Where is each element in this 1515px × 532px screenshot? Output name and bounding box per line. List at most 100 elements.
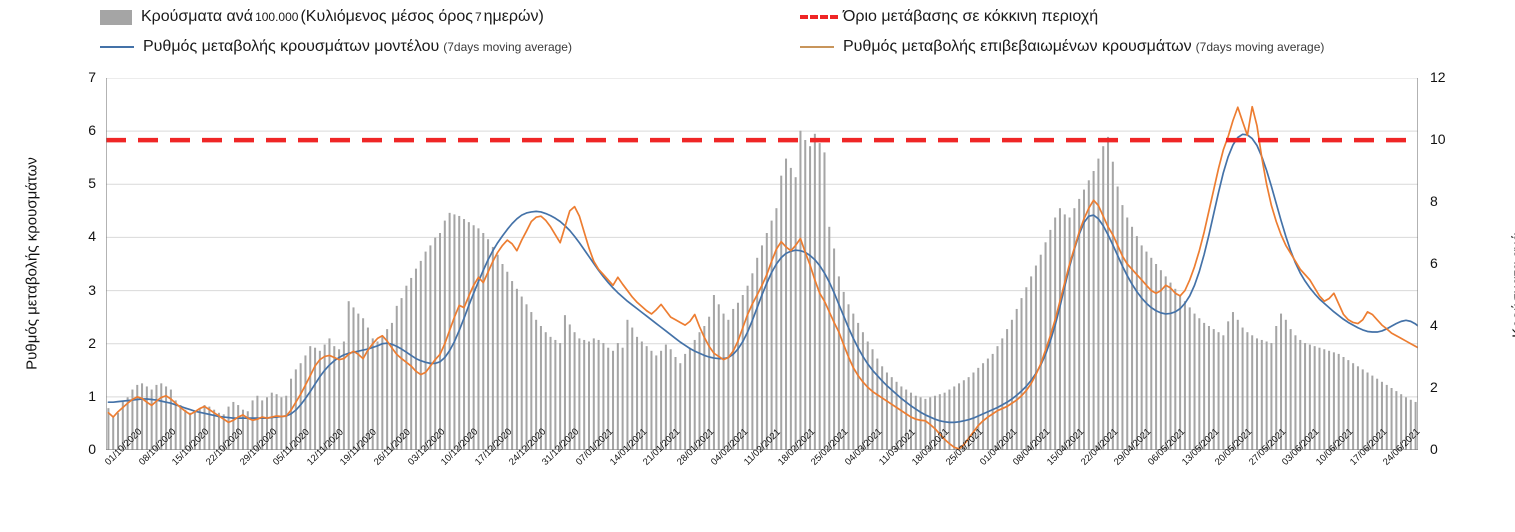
bar — [982, 363, 985, 450]
dashed-line-swatch-icon — [800, 15, 838, 19]
bar — [318, 350, 321, 450]
bar — [1275, 326, 1278, 450]
bar — [1183, 301, 1186, 450]
line-swatch-model-icon — [100, 46, 134, 48]
bar — [107, 408, 110, 450]
bar — [1092, 171, 1095, 450]
bar — [1159, 270, 1162, 450]
bar — [991, 353, 994, 450]
bar — [1356, 366, 1359, 450]
bar — [309, 346, 312, 450]
bar — [1280, 313, 1283, 450]
bar — [362, 318, 365, 450]
bar — [174, 400, 177, 450]
bar — [453, 214, 456, 450]
bar — [785, 158, 788, 450]
bar — [1304, 343, 1307, 450]
bar — [1313, 346, 1316, 450]
bar — [655, 355, 658, 450]
bar — [809, 146, 812, 450]
bar — [914, 395, 917, 450]
bar — [1145, 251, 1148, 450]
bar — [1015, 308, 1018, 450]
bar — [1260, 339, 1263, 450]
legend-sublabel-model: (7days moving average) — [443, 40, 572, 54]
bar — [1251, 335, 1254, 450]
bar — [1207, 326, 1210, 450]
legend-label-cases-main: Κρούσματα ανά — [141, 8, 254, 25]
y-tick-right: 6 — [1430, 255, 1438, 271]
bar — [261, 400, 264, 450]
plot-area — [106, 78, 1418, 450]
bar — [1198, 318, 1201, 450]
y-tick-left: 0 — [88, 441, 96, 457]
bar — [559, 343, 562, 450]
bar — [986, 358, 989, 450]
bar — [482, 233, 485, 450]
bar — [232, 401, 235, 450]
bar — [520, 296, 523, 450]
y-tick-right: 2 — [1430, 379, 1438, 395]
legend-item-cases-bars[interactable]: Κρούσματα ανά 100.000 (Κυλιόμενος μέσος … — [100, 8, 544, 26]
bar — [265, 397, 269, 450]
bar — [794, 177, 797, 450]
bar — [251, 400, 254, 450]
bar — [703, 326, 706, 450]
bar — [429, 245, 432, 450]
bar — [1265, 341, 1268, 450]
bar — [515, 288, 518, 450]
bar — [842, 291, 845, 450]
legend-item-confirmed-rate[interactable]: Ρυθμός μεταβολής επιβεβαιωμένων κρουσμάτ… — [800, 38, 1324, 56]
bar — [900, 386, 903, 450]
legend-label-cases-paren: (Κυλιόμενος μέσος όρος — [300, 8, 473, 25]
bar — [439, 233, 442, 450]
legend-label-threshold: Όριο μετάβασης σε κόκκινη περιοχή — [843, 8, 1099, 25]
y-axis-left-title: Ρυθμός μεταβολής κρουσμάτων — [24, 144, 41, 384]
bar — [895, 381, 898, 450]
bar — [381, 336, 384, 450]
bar — [328, 338, 331, 450]
y-tick-right: 12 — [1430, 69, 1446, 85]
bar — [150, 389, 153, 450]
line-swatch-confirmed-icon — [800, 46, 834, 48]
bar — [1020, 298, 1023, 450]
bar — [270, 392, 273, 450]
bar — [145, 386, 148, 450]
bar — [434, 237, 437, 450]
legend-item-threshold[interactable]: Όριο μετάβασης σε κόκκινη περιοχή — [800, 8, 1098, 26]
bar — [544, 332, 547, 450]
bar — [804, 140, 807, 450]
bar — [760, 245, 764, 450]
bar — [1188, 307, 1191, 450]
bar — [1371, 375, 1374, 450]
legend-item-model-rate[interactable]: Ρυθμός μεταβολής κρουσμάτων μοντέλου (7d… — [100, 38, 572, 56]
bar — [780, 175, 783, 450]
bar — [217, 412, 220, 450]
bar — [169, 389, 172, 450]
bar — [1323, 349, 1326, 450]
bar — [996, 346, 999, 450]
bar — [165, 386, 168, 450]
bar — [1174, 288, 1177, 450]
bar — [1284, 319, 1287, 450]
bar — [1140, 245, 1143, 450]
bar — [1236, 319, 1239, 450]
bar — [962, 380, 965, 450]
bar — [314, 347, 317, 450]
bar — [1150, 257, 1153, 450]
bar — [1212, 329, 1215, 450]
bar — [549, 336, 552, 450]
bar — [1337, 353, 1340, 450]
bar — [131, 389, 134, 450]
bar — [275, 394, 278, 450]
bar — [1054, 217, 1057, 450]
bar — [1227, 321, 1230, 450]
bar — [650, 350, 653, 450]
bar — [616, 343, 619, 450]
bar — [1203, 322, 1206, 450]
bar — [189, 412, 192, 450]
bar — [722, 313, 725, 450]
bar — [712, 295, 715, 450]
bar — [1073, 208, 1076, 450]
